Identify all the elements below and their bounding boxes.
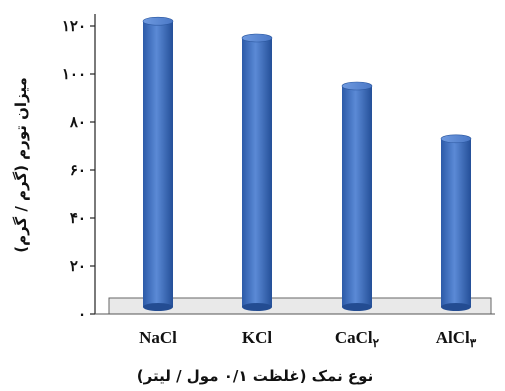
x-tick-label: AlCl۳ [436, 328, 477, 350]
y-axis-ticks: ۰ ۲۰ ۴۰ ۶۰ ۸۰ ۱۰۰ ۱۲۰ [62, 17, 95, 323]
bar-KCl [241, 33, 273, 311]
x-axis-categories: NaCl KCl CaCl۲ AlCl۳ [139, 328, 477, 350]
y-axis-title: میزان تورم (گرم / گرم) [12, 77, 30, 253]
bars [142, 16, 472, 311]
x-tick-label: CaCl۲ [335, 328, 380, 350]
y-tick-label: ۸۰ [69, 113, 86, 131]
bar-NaCl [142, 16, 174, 311]
y-axis [94, 14, 495, 315]
x-tick-label: KCl [242, 328, 273, 347]
bar-CaCl۲ [341, 81, 373, 311]
y-tick-label: ۴۰ [70, 209, 86, 227]
bar-AlCl۳ [440, 134, 472, 311]
y-tick-label: ۲۰ [70, 257, 86, 275]
y-tick-label: ۱۰۰ [62, 65, 86, 83]
x-tick-label: NaCl [139, 328, 177, 347]
y-tick-label: ۱۲۰ [62, 17, 86, 35]
y-tick-label: ۰ [78, 305, 86, 323]
x-axis-title: نوع نمک (غلظت ۰/۱ مول / لیتر) [137, 367, 373, 385]
y-tick-label: ۶۰ [70, 161, 86, 179]
